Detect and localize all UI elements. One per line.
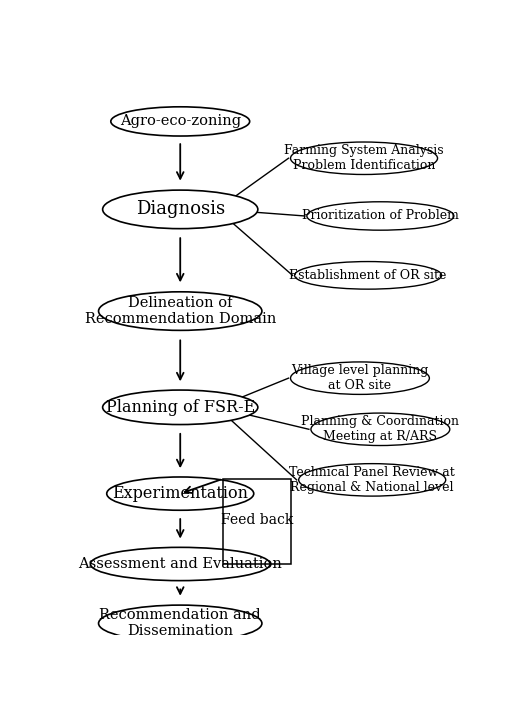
Text: Prioritization of Problem: Prioritization of Problem bbox=[302, 209, 459, 223]
Text: Assessment and Evaluation: Assessment and Evaluation bbox=[79, 557, 282, 571]
Ellipse shape bbox=[290, 142, 437, 174]
Ellipse shape bbox=[290, 362, 430, 394]
Bar bbox=[223, 479, 290, 564]
Text: Experimentation: Experimentation bbox=[112, 485, 248, 502]
Text: Farming System Analysis
Problem Identification: Farming System Analysis Problem Identifi… bbox=[284, 144, 444, 172]
Text: Diagnosis: Diagnosis bbox=[135, 201, 225, 218]
Text: Recommendation and
Dissemination: Recommendation and Dissemination bbox=[100, 608, 261, 638]
Text: Feed back: Feed back bbox=[221, 513, 293, 527]
Text: Agro-eco-zoning: Agro-eco-zoning bbox=[120, 114, 241, 129]
Ellipse shape bbox=[307, 202, 454, 230]
Text: Planning of FSR-E: Planning of FSR-E bbox=[105, 399, 255, 416]
Text: Establishment of OR site: Establishment of OR site bbox=[289, 269, 447, 282]
Ellipse shape bbox=[103, 390, 258, 425]
Text: Technical Panel Review at
Regional & National level: Technical Panel Review at Regional & Nat… bbox=[289, 466, 455, 494]
Ellipse shape bbox=[107, 477, 254, 511]
Ellipse shape bbox=[299, 463, 446, 496]
Text: Village level planning
at OR site: Village level planning at OR site bbox=[291, 364, 428, 392]
Text: Planning & Coordination
Meeting at R/ARS: Planning & Coordination Meeting at R/ARS bbox=[301, 416, 460, 443]
Text: Delineation of
Recommendation Domain: Delineation of Recommendation Domain bbox=[84, 296, 276, 326]
Ellipse shape bbox=[99, 292, 262, 331]
Ellipse shape bbox=[111, 107, 250, 136]
Ellipse shape bbox=[91, 548, 270, 580]
Ellipse shape bbox=[295, 261, 442, 289]
Ellipse shape bbox=[103, 190, 258, 228]
Ellipse shape bbox=[311, 413, 450, 446]
Ellipse shape bbox=[99, 605, 262, 642]
